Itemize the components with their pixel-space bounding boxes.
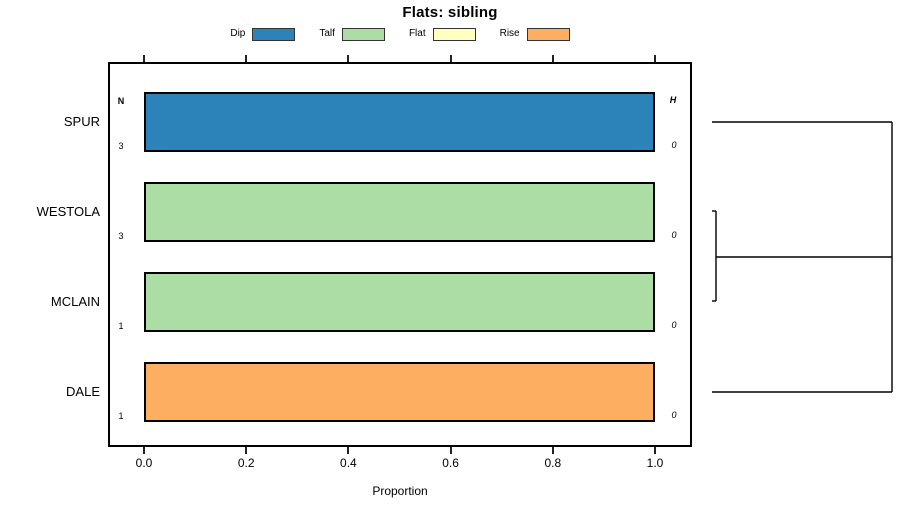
h-count: 0: [671, 410, 677, 420]
legend-item-label: Rise: [499, 28, 520, 39]
legend-item: Rise: [500, 27, 570, 41]
n-count: 3: [118, 141, 124, 151]
chart-title: Flats: sibling: [402, 4, 498, 21]
n-count: 1: [118, 321, 124, 331]
legend-swatch-icon: [432, 27, 476, 41]
x-axis-tick-bottom: [143, 447, 145, 454]
row-label: MCLAIN: [50, 294, 100, 309]
legend-item-label: Talf: [319, 28, 335, 39]
plot-box: [108, 62, 692, 447]
legend-item: Talf: [319, 27, 385, 41]
x-axis-tick-label: 0.4: [340, 456, 357, 470]
x-axis-tick-bottom: [654, 447, 656, 454]
x-axis-tick-bottom: [449, 447, 452, 454]
legend-swatch-icon: [526, 27, 570, 41]
n-count: 1: [118, 411, 124, 421]
x-axis-tick-label: 0.8: [544, 456, 562, 470]
x-axis-tick-bottom: [245, 447, 248, 454]
legend-item-label: Flat: [408, 28, 426, 39]
x-axis-tick-top: [245, 55, 248, 62]
h-column-header: H: [669, 95, 677, 105]
legend: Dip Talf Flat Rise: [108, 26, 692, 42]
x-axis-tick-bottom: [551, 447, 554, 454]
legend-item-label: Dip: [230, 28, 246, 39]
n-count: 3: [118, 231, 124, 241]
legend-item: Flat: [409, 27, 476, 41]
row-label: SPUR: [63, 114, 100, 129]
h-count: 0: [671, 230, 677, 240]
bar: [144, 272, 655, 332]
x-axis-tick-label: 0.2: [237, 456, 255, 470]
row-label: WESTOLA: [36, 204, 100, 219]
legend-item: Dip: [230, 27, 296, 41]
bar: [144, 92, 655, 152]
h-count: 0: [671, 140, 677, 150]
x-axis-tick-top: [654, 55, 656, 62]
x-axis-tick-top: [449, 55, 452, 62]
x-axis-tick-label: 1.0: [646, 456, 664, 470]
bar: [144, 182, 655, 242]
h-count: 0: [671, 320, 677, 330]
x-axis-tick-label: 0.0: [135, 456, 153, 470]
x-axis-tick-top: [551, 55, 554, 62]
x-axis-tick-top: [347, 55, 350, 62]
x-axis-title: Proportion: [372, 484, 428, 498]
row-label: DALE: [66, 384, 100, 399]
x-axis-tick-bottom: [347, 447, 350, 454]
legend-swatch-icon: [252, 27, 296, 41]
x-axis-tick-label: 0.6: [442, 456, 459, 470]
n-column-header: N: [117, 96, 125, 106]
x-axis-tick-top: [143, 55, 145, 62]
legend-swatch-icon: [341, 27, 385, 41]
bar: [144, 362, 655, 422]
